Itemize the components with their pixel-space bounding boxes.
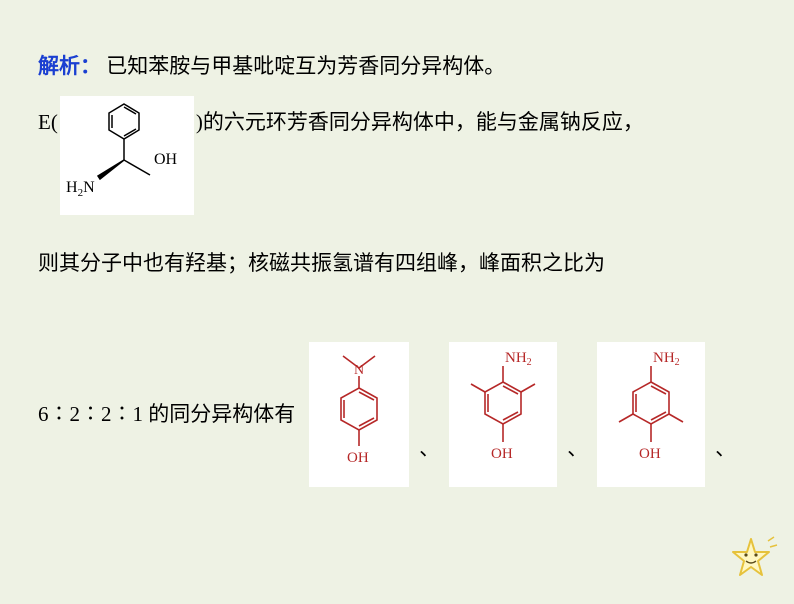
isomer-3: NH2 OH [597,342,705,487]
analysis-line-1: 解析： 已知苯胺与甲基吡啶互为芳香同分异构体。 [38,48,764,86]
svg-text:N: N [354,363,364,378]
analysis-line-3: 则其分子中也有羟基；核磁共振氢谱有四组峰，峰面积之比为 [38,245,764,283]
separator-1: 、 [419,431,439,487]
svg-text:H2N: H2N [66,179,95,199]
compound-e-structure: OH H2N [60,96,194,215]
isomer-2: NH2 OH [449,342,557,487]
separator-2: 、 [567,431,587,487]
line2-suffix: )的六元环芳香同分异构体中，能与金属钠反应， [196,96,644,142]
analysis-line-2: E( OH [38,96,764,215]
isomer-1: N OH [309,342,409,487]
star-icon [724,535,778,590]
svg-text:NH2: NH2 [505,350,532,368]
line1-text: 已知苯胺与甲基吡啶互为芳香同分异构体。 [106,54,505,78]
separator-3: 、 [715,431,735,487]
analysis-line-4: 6∶2∶2∶1 的同分异构体有 N [38,342,764,487]
svg-text:OH: OH [639,446,661,462]
svg-text:NH2: NH2 [653,350,680,368]
svg-text:OH: OH [491,446,513,462]
svg-text:OH: OH [154,151,178,168]
line2-prefix: E( [38,96,58,142]
analysis-label: 解析： [38,54,101,78]
isomer-structures: N OH 、 [309,342,737,487]
svg-text:OH: OH [347,450,369,466]
line4-prefix: 6∶2∶2∶1 的同分异构体有 [38,396,295,434]
